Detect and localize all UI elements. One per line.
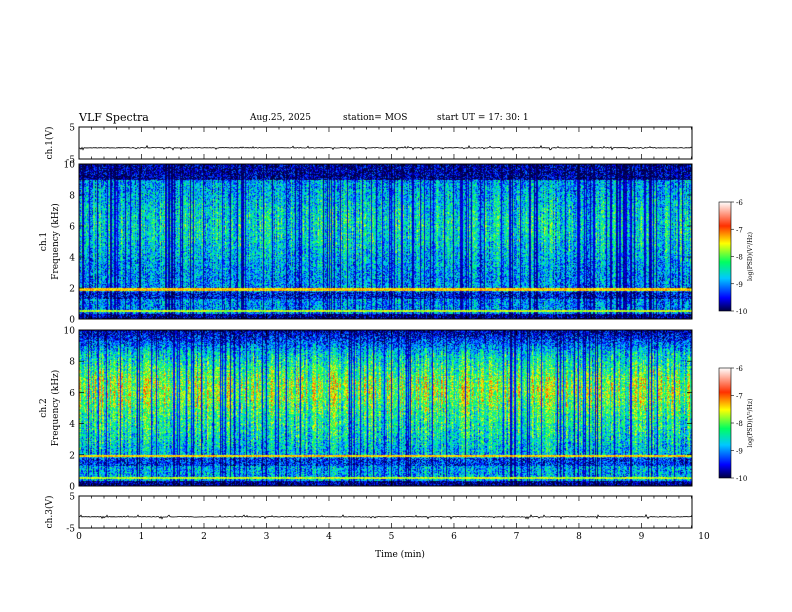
ch1-spectrogram-ylabel-channel: ch.1: [39, 232, 49, 251]
figure-title: VLF Spectra: [79, 111, 149, 124]
ch2-spectrogram-colorbar-label: -7: [736, 393, 743, 401]
ch3-waveform-frame: [78, 495, 693, 529]
ch3-waveform-ylabel: ch.3(V): [44, 496, 55, 529]
ch1-waveform-ytick-label: -5: [66, 156, 75, 166]
x-tick-label: 8: [576, 532, 582, 542]
ch2-spectrogram-ylabel-frequency: Frequency (kHz): [50, 370, 61, 447]
ch2-spectrogram-image: [79, 330, 692, 486]
ch2-spectrogram-ytick-label: 6: [69, 389, 75, 399]
ch2-spectrogram-colorbar-label: -9: [736, 448, 743, 456]
ch2-spectrogram-ylabel-channel: ch.2: [39, 398, 49, 417]
ch1-spectrogram-ytick-label: 8: [69, 192, 75, 202]
ch1-spectrogram-colorbar-label: -10: [736, 308, 747, 316]
ch1-spectrogram-colorbar: [718, 201, 732, 312]
ch2-spectrogram-ytick-label: 2: [69, 451, 75, 461]
ch2-spectrogram-colorbar-label: -10: [736, 475, 747, 483]
x-tick-label: 6: [451, 532, 457, 542]
ch1-waveform-ytick-label: 5: [69, 124, 75, 134]
ch3-waveform-ytick-label: 5: [69, 493, 75, 503]
ch2-spectrogram-colorbar-title: log(PSD)(V²/Hz): [747, 399, 754, 448]
ch2-spectrogram-ytick-label: 8: [69, 358, 75, 368]
ch1-spectrogram-colorbar-label: -7: [736, 226, 743, 234]
ch1-waveform-frame: [78, 126, 693, 160]
date-label: Aug.25, 2025: [250, 113, 311, 123]
ch3-waveform-ytick-label: -5: [66, 525, 75, 535]
x-tick-label: 2: [201, 532, 207, 542]
x-tick-label: 9: [639, 532, 645, 542]
station-label: station= MOS: [343, 113, 408, 123]
ch1-spectrogram-ytick-label: 10: [64, 161, 76, 171]
x-tick-label: 7: [514, 532, 520, 542]
x-tick-label: 1: [139, 532, 145, 542]
ch1-spectrogram-ytick-label: 2: [69, 285, 75, 295]
ch2-spectrogram-frame: [78, 329, 693, 487]
x-tick-label: 10: [698, 532, 710, 542]
ch2-spectrogram-colorbar-label: -8: [736, 420, 743, 428]
ch1-spectrogram-ytick-label: 4: [69, 254, 75, 264]
ch1-waveform-ylabel: ch.1(V): [44, 127, 55, 160]
start-time-label: start UT = 17: 30: 1: [437, 113, 529, 123]
ch1-waveform-trace: [78, 144, 693, 151]
ch2-spectrogram-colorbar: [718, 367, 732, 479]
ch3-waveform-trace: [78, 513, 693, 520]
ch2-spectrogram-ytick-label: 0: [69, 483, 75, 493]
x-tick-label: 3: [264, 532, 270, 542]
ch2-spectrogram-colorbar-label: -6: [736, 365, 743, 373]
ch2-spectrogram-ytick-label: 10: [64, 327, 76, 337]
ch2-spectrogram-ytick-label: 4: [69, 420, 75, 430]
ch1-spectrogram-colorbar-label: -8: [736, 254, 743, 262]
ch1-spectrogram-image: [79, 164, 692, 319]
ch1-spectrogram-colorbar-label: -6: [736, 199, 743, 207]
ch1-spectrogram-colorbar-label: -9: [736, 281, 743, 289]
ch1-spectrogram-ytick-label: 6: [69, 223, 75, 233]
x-tick-label: 4: [326, 532, 332, 542]
x-axis-title: Time (min): [375, 549, 425, 560]
ch1-spectrogram-ylabel-frequency: Frequency (kHz): [50, 203, 61, 280]
ch1-spectrogram-ytick-label: 0: [69, 316, 75, 326]
x-tick-label: 0: [76, 532, 82, 542]
ch1-spectrogram-colorbar-title: log(PSD)(V²/Hz): [747, 232, 754, 281]
ch1-spectrogram-frame: [78, 163, 693, 320]
x-tick-label: 5: [389, 532, 395, 542]
